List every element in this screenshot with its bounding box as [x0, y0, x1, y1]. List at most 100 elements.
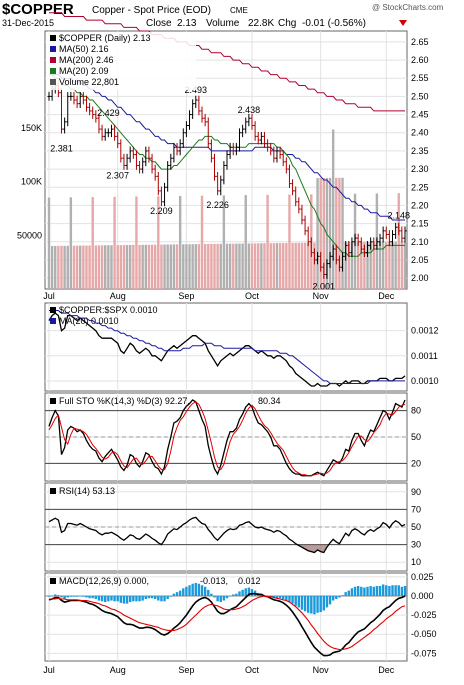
- price-bar: [141, 157, 145, 174]
- price-bar: [75, 95, 79, 109]
- close-value: 2.13: [177, 18, 197, 29]
- price-annotation: 2.438: [238, 105, 261, 115]
- price-bar: [219, 175, 223, 196]
- volume-bar: [147, 244, 151, 289]
- macd-histogram-bar: [378, 586, 382, 596]
- volume-bar: [322, 177, 326, 289]
- volume-bar: [119, 245, 123, 289]
- price-annotation: 2.381: [50, 144, 73, 154]
- stochastic-y-ticks: 80 50 20: [411, 406, 421, 469]
- volume-bar: [244, 195, 247, 289]
- volume-bar: [135, 196, 138, 289]
- volume-bar: [363, 241, 366, 289]
- volume-bar: [82, 245, 85, 289]
- price-bar: [150, 153, 154, 174]
- macd-histogram-bar: [366, 586, 369, 596]
- price-bar: [303, 215, 307, 236]
- x-axis-month-label: Dec: [378, 665, 395, 675]
- price-tick-label: 2.35: [411, 146, 429, 156]
- rsi-tick-label: 90: [411, 487, 421, 497]
- x-axis-month-label: Oct: [245, 665, 260, 675]
- price-bar: [88, 102, 92, 116]
- price-bar: [391, 230, 395, 247]
- volume-bar: [250, 243, 254, 289]
- macd-histogram-bar: [185, 586, 188, 596]
- macd-histogram-bar: [322, 595, 326, 611]
- x-axis-dates-bottom: Jul Aug Sep Oct Nov Dec: [43, 665, 395, 675]
- volume-bar: [253, 243, 257, 289]
- volume-tick-label: 150K: [21, 123, 42, 133]
- volume-bar: [128, 244, 132, 289]
- ratio-tick-label: 0.0011: [411, 351, 438, 361]
- price-bar: [159, 186, 163, 207]
- macd-histogram-bar: [50, 595, 54, 597]
- macd-histogram-bar: [247, 587, 251, 596]
- price-bar: [294, 186, 298, 207]
- macd-legend: MACD(12,26,9) 0.000, -0.013, 0.012: [50, 576, 261, 586]
- volume-tick-label: 50000: [17, 230, 42, 240]
- price-annotation: 2.226: [206, 200, 229, 210]
- macd-histogram-bar: [250, 589, 254, 596]
- price-bar: [209, 139, 213, 163]
- volume-bar: [47, 197, 51, 289]
- volume-bar: [194, 244, 197, 289]
- price-bar: [278, 146, 282, 159]
- macd-histogram-bar: [85, 595, 88, 598]
- price-bar: [269, 142, 273, 156]
- volume-bar: [335, 177, 338, 289]
- macd-histogram-bar: [178, 590, 182, 596]
- price-bar: [119, 139, 123, 163]
- volume-bar: [397, 193, 400, 289]
- ratio-lines: [48, 310, 406, 387]
- macd-histogram-bar: [79, 595, 82, 597]
- macd-histogram-bar: [219, 595, 222, 603]
- volume-label: Volume: [206, 18, 240, 29]
- volume-bar: [104, 245, 107, 289]
- copper-spx-ratio-line: [48, 312, 406, 387]
- exchange-label: CME: [230, 6, 248, 15]
- price-bar: [266, 139, 270, 152]
- price-tick-label: 2.20: [411, 200, 429, 210]
- x-axis-dates-top: Jul Aug Sep Oct Nov Dec: [43, 291, 395, 301]
- macd-histogram-bar: [169, 595, 172, 597]
- volume-bar: [94, 245, 98, 289]
- price-bar: [81, 92, 85, 105]
- volume-y-ticks: 150K 100K 50000: [17, 123, 42, 241]
- legend-swatch: [50, 68, 56, 74]
- price-bar: [353, 233, 357, 247]
- change-label: Chg: [278, 18, 296, 29]
- rsi-grid: [45, 483, 407, 571]
- rsi-tick-label: 30: [411, 540, 421, 550]
- price-bar: [94, 110, 98, 123]
- volume-bar: [219, 243, 222, 289]
- price-tick-label: 2.10: [411, 237, 429, 247]
- volume-bar: [97, 245, 101, 289]
- price-bar: [106, 128, 110, 138]
- price-tick-label: 2.65: [411, 37, 429, 47]
- macd-histogram-bar: [353, 586, 357, 596]
- volume-bar: [50, 245, 54, 289]
- volume-bar: [185, 244, 188, 289]
- macd-histogram-bar: [200, 585, 204, 596]
- price-bar: [191, 99, 195, 119]
- legend-swatch: [50, 57, 56, 63]
- volume-bar: [247, 243, 251, 289]
- x-axis-month-label: Oct: [245, 291, 260, 301]
- macd-histogram-bar: [163, 595, 166, 602]
- macd-histogram-bar: [288, 595, 291, 603]
- volume-bar: [316, 178, 319, 289]
- macd-histogram-bar: [216, 595, 219, 602]
- macd-histogram-bar: [207, 589, 210, 596]
- macd-histogram-bar: [238, 591, 241, 596]
- macd-histogram-bar: [385, 585, 388, 596]
- volume-bar: [294, 242, 297, 289]
- symbol-title: $COPPER: [2, 1, 74, 18]
- rsi-tick-label: 10: [411, 557, 421, 567]
- volume-bar: [203, 244, 207, 289]
- macd-histogram-bar: [372, 586, 375, 596]
- price-bar: [63, 117, 67, 134]
- volume-bar: [100, 245, 104, 289]
- price-bar: [166, 161, 170, 192]
- macd-histogram-bar: [222, 595, 226, 601]
- macd-histogram-bar: [213, 595, 216, 598]
